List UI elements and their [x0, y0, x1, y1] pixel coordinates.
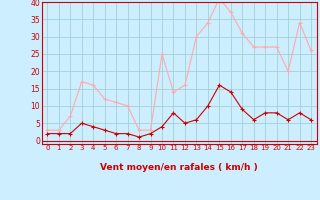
X-axis label: Vent moyen/en rafales ( km/h ): Vent moyen/en rafales ( km/h )	[100, 162, 258, 171]
